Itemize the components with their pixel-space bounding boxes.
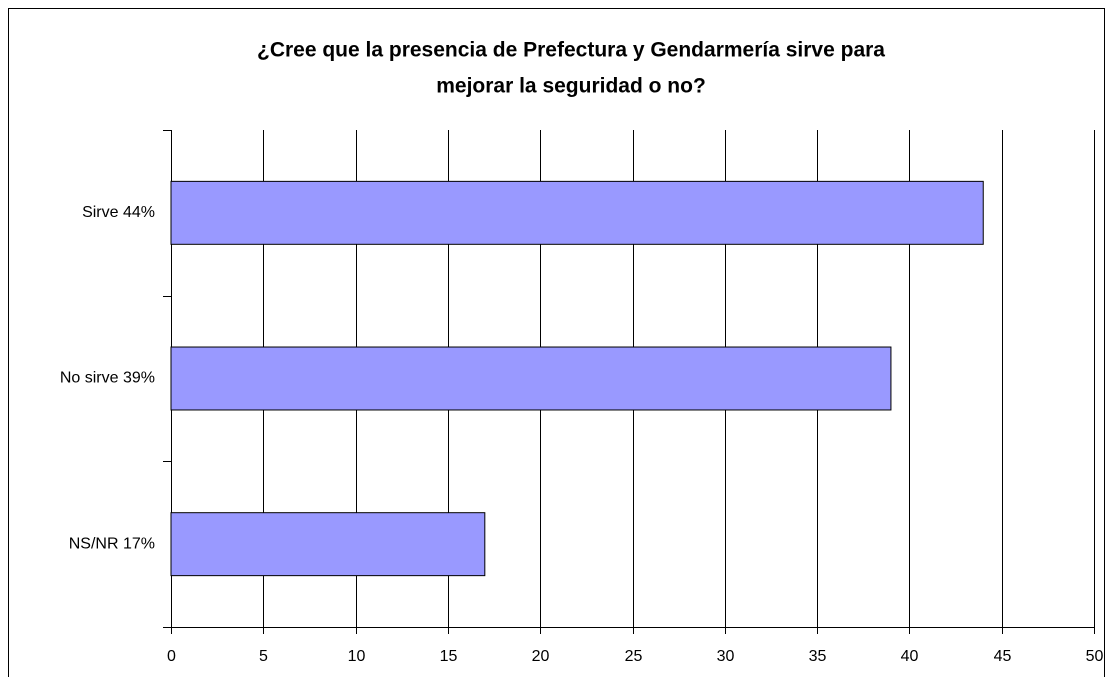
x-tick-label: 50 [1086,648,1104,665]
bar [170,346,892,411]
x-tick-label: 15 [440,648,458,665]
chart-title: ¿Cree que la presencia de Prefectura y G… [257,39,885,62]
bar [170,180,984,245]
x-tick-label: 0 [167,648,176,665]
x-tick-label: 5 [259,648,268,665]
chart-title: mejorar la seguridad o no? [436,75,706,98]
y-tick-label: NS/NR 17% [69,535,155,552]
x-tick-label: 40 [901,648,919,665]
x-tick-label: 20 [532,648,550,665]
x-tick-label: 25 [625,648,643,665]
x-tick-label: 35 [809,648,827,665]
x-tick-label: 45 [994,648,1012,665]
chart-frame [8,8,1105,677]
y-tick-label: Sirve 44% [82,204,155,221]
y-tick-label: No sirve 39% [60,370,155,387]
bar [170,512,486,577]
x-tick-label: 10 [348,648,366,665]
x-tick-label: 30 [717,648,735,665]
